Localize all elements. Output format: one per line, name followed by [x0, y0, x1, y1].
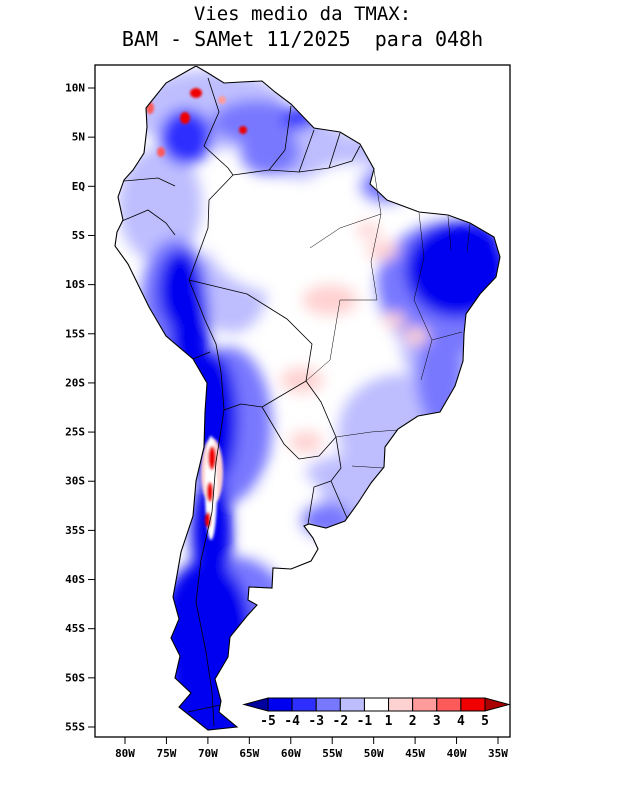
colorbar-label: 1: [385, 714, 393, 729]
country-borders: [121, 77, 361, 727]
chart-title-line1: Vies medio da TMAX:: [193, 3, 412, 25]
colorbar-label: 4: [457, 714, 465, 729]
bias-blob: [208, 446, 216, 470]
lon-tick-label: 70W: [198, 747, 218, 760]
bias-blob: [118, 147, 202, 263]
lat-tick-label: 10S: [65, 278, 85, 291]
colorbar-label: 5: [481, 714, 489, 729]
latitude-axis: 10N 5N EQ 5S 10S 15S 20S 25S 30S 35S 40S 45S 50S 55S: [65, 82, 95, 733]
lon-tick-label: 60W: [281, 747, 301, 760]
lat-tick-label: 55S: [65, 720, 85, 733]
lon-tick-label: 40W: [447, 747, 467, 760]
lon-tick-label: 80W: [115, 747, 135, 760]
lon-tick-label: 35W: [488, 747, 508, 760]
bias-blob: [180, 112, 190, 124]
colorbar-right-arrow: [484, 697, 511, 712]
lon-tick-label: 55W: [322, 747, 342, 760]
colorbar-label: -1: [357, 714, 373, 729]
bias-blob: [190, 88, 202, 98]
lat-tick-label: 5N: [72, 131, 85, 144]
state-borders: [305, 169, 471, 469]
bias-blob: [239, 126, 247, 134]
lat-tick-label: 40S: [65, 573, 85, 586]
lon-tick-label: 65W: [239, 747, 259, 760]
lon-tick-label: 75W: [157, 747, 177, 760]
bias-field-spot-layer: [146, 88, 247, 540]
lat-tick-label: 50S: [65, 671, 85, 684]
colorbar-label: -3: [308, 714, 324, 729]
lat-tick-label: 15S: [65, 327, 85, 340]
colorbar-segment: [363, 697, 390, 712]
colorbar-label: 3: [433, 714, 441, 729]
bias-blob: [280, 367, 324, 393]
colorbar-segment: [291, 697, 317, 712]
colorbar-segment: [315, 697, 341, 712]
lat-tick-label: 35S: [65, 524, 85, 537]
colorbar-segment: [436, 697, 462, 712]
lat-tick-label: 45S: [65, 622, 85, 635]
bias-blob: [248, 470, 328, 580]
colorbar-segment: [339, 697, 365, 712]
lat-tick-label: 5S: [72, 229, 85, 242]
bias-blob: [403, 327, 429, 345]
bias-blob: [356, 222, 380, 238]
colorbar-segment: [388, 697, 414, 712]
bias-blob: [302, 284, 358, 316]
lon-tick-label: 50W: [364, 747, 384, 760]
bias-blob: [289, 431, 323, 453]
lat-tick-label: 25S: [65, 426, 85, 439]
lat-tick-label: 10N: [65, 82, 85, 95]
colorbar-segment: [460, 697, 486, 712]
bias-blob: [240, 128, 300, 176]
bias-blob: [366, 240, 398, 260]
bias-blob: [218, 96, 226, 104]
lat-tick-label: EQ: [72, 180, 86, 193]
lat-tick-label: 30S: [65, 475, 85, 488]
longitude-axis: 80W 75W 70W 65W 60W 55W 50W 45W 40W 35W: [115, 737, 508, 760]
bias-blob: [206, 482, 214, 502]
colorbar-segment: [412, 697, 438, 712]
colorbar-label: -4: [284, 714, 300, 729]
colorbar-label: -5: [260, 714, 276, 729]
colorbar-label: 2: [409, 714, 417, 729]
bias-blob: [382, 312, 406, 328]
colorbar-label: -2: [333, 714, 349, 729]
chart-title-line2: BAM - SAMet 11/2025 para 048h: [121, 27, 484, 51]
bias-blob: [160, 109, 212, 165]
lon-tick-label: 45W: [405, 747, 425, 760]
bias-blob: [157, 147, 165, 157]
lat-tick-label: 20S: [65, 376, 85, 389]
colorbar: -5 -4 -3 -2 -1 1 2 3 4 5: [242, 697, 511, 729]
colorbar-segment: [267, 697, 293, 712]
